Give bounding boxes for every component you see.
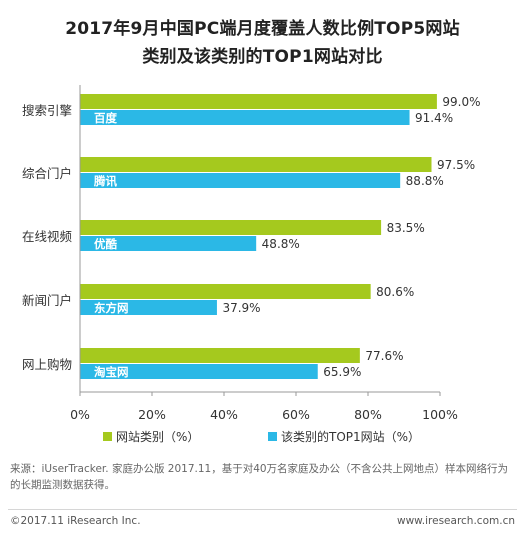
top1-site-label: 腾讯 [94,174,117,188]
copyright-text: ©2017.11 iResearch Inc. [10,515,141,527]
top1-site-label: 东方网 [94,301,129,315]
footer-divider [8,509,517,510]
value-label: 91.4% [415,111,453,125]
top1-bar [80,236,257,251]
legend-swatch [268,432,277,441]
top1-bar [80,110,410,125]
value-label: 80.6% [376,285,414,299]
value-label: 37.9% [222,301,260,315]
x-tick-label: 40% [210,407,238,422]
legend-label: 网站类别（%） [116,430,199,444]
category-label: 在线视频 [22,229,73,244]
value-label: 99.0% [442,95,480,109]
category-bar [80,94,437,109]
category-label: 综合门户 [22,166,72,181]
x-tick-label: 100% [422,407,458,422]
top1-bar [80,364,318,379]
chart-title-line-2: 类别及该类别的TOP1网站对比 [142,47,383,67]
category-label: 网上购物 [22,357,72,372]
top1-bar [80,300,217,315]
x-tick-label: 60% [282,407,310,422]
legend-swatch [103,432,112,441]
top1-site-label: 百度 [94,111,117,125]
category-label: 新闻门户 [22,293,72,308]
value-label: 65.9% [323,365,361,379]
top1-bar [80,173,401,188]
value-label: 97.5% [437,158,475,172]
x-tick-label: 20% [138,407,166,422]
x-tick-label: 0% [70,407,90,422]
value-label: 77.6% [365,349,403,363]
value-label: 48.8% [262,237,300,251]
value-label: 88.8% [406,174,444,188]
category-bar [80,220,382,235]
chart-title-line-1: 2017年9月中国PC端月度覆盖人数比例TOP5网站 [65,19,460,39]
website-text: www.iresearch.com.cn [396,515,515,527]
top1-site-label: 淘宝网 [94,365,129,379]
value-label: 83.5% [387,221,425,235]
x-tick-label: 80% [354,407,382,422]
category-bar [80,348,360,363]
category-bar [80,157,432,172]
category-bar [80,284,371,299]
category-label: 搜索引擎 [22,103,72,118]
source-note: 来源：iUserTracker. 家庭办公版 2017.11，基于对40万名家庭… [10,463,509,491]
top1-site-label: 优酷 [94,237,117,251]
legend-label: 该类别的TOP1网站（%） [281,429,420,444]
